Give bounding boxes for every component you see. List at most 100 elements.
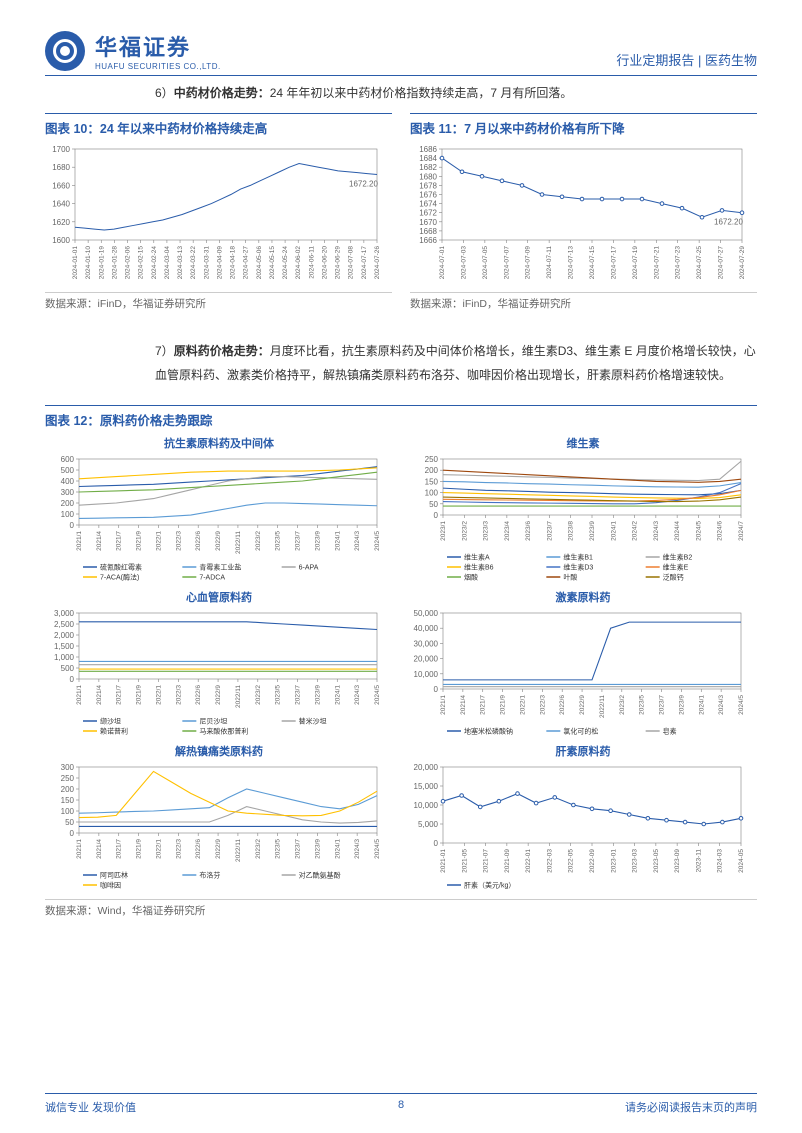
svg-text:2024-06-11: 2024-06-11 bbox=[308, 246, 315, 279]
chart10-canvas: 1600162016401660168017002024-01-012024-0… bbox=[45, 143, 392, 288]
chart12-panel-canvas: 01002003004005006002021/12021/42021/7202… bbox=[45, 453, 393, 590]
svg-text:2023/9: 2023/9 bbox=[589, 521, 596, 541]
svg-text:2024/1: 2024/1 bbox=[610, 521, 617, 541]
svg-text:0: 0 bbox=[434, 839, 439, 848]
svg-text:地塞米松磷酸钠: 地塞米松磷酸钠 bbox=[464, 727, 513, 736]
chart10-source: 数据来源：iFinD，华福证券研究所 bbox=[45, 292, 392, 311]
svg-text:2023/5: 2023/5 bbox=[275, 839, 282, 859]
svg-text:250: 250 bbox=[425, 455, 439, 464]
svg-text:50,000: 50,000 bbox=[414, 609, 439, 618]
svg-text:2023/1: 2023/1 bbox=[440, 521, 447, 541]
svg-text:1672.20: 1672.20 bbox=[714, 218, 743, 227]
svg-text:泛酸钙: 泛酸钙 bbox=[663, 573, 684, 582]
svg-text:2024/1: 2024/1 bbox=[698, 695, 705, 715]
svg-text:维生素D3: 维生素D3 bbox=[563, 563, 593, 572]
svg-text:100: 100 bbox=[425, 489, 439, 498]
svg-text:赖诺普利: 赖诺普利 bbox=[100, 727, 128, 736]
svg-text:2022/1: 2022/1 bbox=[155, 839, 162, 859]
svg-text:50: 50 bbox=[65, 818, 74, 827]
svg-text:2023/5: 2023/5 bbox=[275, 685, 282, 705]
logo-inner-icon bbox=[53, 39, 77, 63]
section7-num: 7） bbox=[155, 344, 174, 358]
svg-text:2022/1: 2022/1 bbox=[155, 531, 162, 551]
svg-text:2024-02-06: 2024-02-06 bbox=[125, 246, 132, 280]
svg-text:2024/5: 2024/5 bbox=[738, 695, 745, 715]
svg-text:2022/9: 2022/9 bbox=[215, 839, 222, 859]
svg-text:2024-07-01: 2024-07-01 bbox=[439, 246, 446, 280]
svg-text:1680: 1680 bbox=[52, 163, 70, 172]
svg-text:2023/7: 2023/7 bbox=[546, 521, 553, 541]
svg-text:2024-07-11: 2024-07-11 bbox=[546, 246, 553, 279]
svg-text:500: 500 bbox=[61, 664, 75, 673]
svg-text:2024-03-22: 2024-03-22 bbox=[190, 246, 197, 280]
svg-text:2,000: 2,000 bbox=[54, 631, 75, 640]
svg-text:阿司匹林: 阿司匹林 bbox=[100, 871, 128, 880]
svg-text:2021/1: 2021/1 bbox=[76, 531, 83, 551]
svg-text:2023/4: 2023/4 bbox=[504, 521, 511, 541]
svg-text:2023-05: 2023-05 bbox=[653, 849, 660, 873]
svg-text:2022/9: 2022/9 bbox=[215, 531, 222, 551]
svg-text:0: 0 bbox=[70, 521, 75, 530]
svg-text:2023-09: 2023-09 bbox=[674, 849, 681, 873]
svg-text:2023/5: 2023/5 bbox=[639, 695, 646, 715]
svg-text:2023/9: 2023/9 bbox=[678, 695, 685, 715]
svg-text:15,000: 15,000 bbox=[414, 782, 439, 791]
chart12-grid: 抗生素原料药及中间体01002003004005006002021/12021/… bbox=[45, 435, 757, 893]
svg-text:2021/4: 2021/4 bbox=[96, 531, 103, 551]
chart12-source: 数据来源：Wind，华福证券研究所 bbox=[45, 899, 757, 918]
svg-text:2022/3: 2022/3 bbox=[175, 685, 182, 705]
svg-text:维生素A: 维生素A bbox=[464, 553, 490, 562]
svg-text:氯化可的松: 氯化可的松 bbox=[563, 727, 598, 736]
svg-text:2024/3: 2024/3 bbox=[718, 695, 725, 715]
svg-text:2024-04-18: 2024-04-18 bbox=[230, 246, 237, 280]
svg-text:2023/9: 2023/9 bbox=[314, 531, 321, 551]
svg-text:2024-07-29: 2024-07-29 bbox=[739, 246, 746, 280]
svg-text:2024-07-13: 2024-07-13 bbox=[568, 246, 575, 280]
svg-text:肝素（美元/kg）: 肝素（美元/kg） bbox=[464, 881, 515, 890]
svg-text:2021/7: 2021/7 bbox=[116, 685, 123, 705]
section6-body: 24 年年初以来中药材价格指数持续走高，7 月有所回落。 bbox=[270, 86, 573, 100]
svg-text:维生素B1: 维生素B1 bbox=[563, 553, 593, 562]
section6-num: 6） bbox=[155, 86, 174, 100]
svg-text:10,000: 10,000 bbox=[414, 670, 439, 679]
svg-text:2024-01-10: 2024-01-10 bbox=[85, 246, 92, 280]
svg-text:0: 0 bbox=[70, 829, 75, 838]
chart12-panel-canvas: 010,00020,00030,00040,00050,0002021/1202… bbox=[409, 607, 757, 744]
svg-text:2023-11: 2023-11 bbox=[695, 849, 702, 873]
svg-text:马来酸依那普利: 马来酸依那普利 bbox=[199, 727, 248, 736]
svg-text:2024-05: 2024-05 bbox=[738, 849, 745, 873]
svg-text:2022/9: 2022/9 bbox=[215, 685, 222, 705]
svg-text:2024-01-19: 2024-01-19 bbox=[98, 246, 105, 280]
svg-text:2024-03-04: 2024-03-04 bbox=[164, 246, 171, 280]
svg-text:1674: 1674 bbox=[419, 200, 437, 209]
svg-text:2023/8: 2023/8 bbox=[568, 521, 575, 541]
svg-text:150: 150 bbox=[61, 796, 75, 805]
svg-text:1672: 1672 bbox=[419, 209, 437, 218]
svg-text:2021/7: 2021/7 bbox=[116, 531, 123, 551]
svg-text:2024/5: 2024/5 bbox=[374, 685, 381, 705]
svg-text:2022/3: 2022/3 bbox=[539, 695, 546, 715]
chart12-panel-canvas: 0501001502002502023/12023/22023/32023/42… bbox=[409, 453, 757, 590]
chart12-panel-canvas: 0501001502002503002021/12021/42021/72021… bbox=[45, 761, 393, 898]
svg-text:2024-04-27: 2024-04-27 bbox=[243, 246, 250, 280]
page-footer: 诚信专业 发现价值 8 请务必阅读报告末页的声明 bbox=[45, 1093, 757, 1115]
chart12-panel-4: 解热镇痛类原料药0501001502002503002021/12021/420… bbox=[45, 743, 393, 893]
chart12-panel-5: 肝素原料药05,00010,00015,00020,0002021-012021… bbox=[409, 743, 757, 893]
company-name-en: HUAFU SECURITIES CO.,LTD. bbox=[95, 62, 221, 71]
svg-text:2022/11: 2022/11 bbox=[235, 531, 242, 554]
chart12-panel-title: 解热镇痛类原料药 bbox=[45, 743, 393, 759]
svg-text:2024/3: 2024/3 bbox=[653, 521, 660, 541]
svg-text:2022/3: 2022/3 bbox=[175, 531, 182, 551]
svg-text:2024-02-24: 2024-02-24 bbox=[151, 246, 158, 280]
svg-text:2024/3: 2024/3 bbox=[354, 839, 361, 859]
svg-text:2023/9: 2023/9 bbox=[314, 685, 321, 705]
svg-text:1620: 1620 bbox=[52, 218, 70, 227]
svg-text:2023/7: 2023/7 bbox=[295, 531, 302, 551]
svg-text:150: 150 bbox=[425, 478, 439, 487]
svg-text:1,500: 1,500 bbox=[54, 642, 75, 651]
svg-text:2022/1: 2022/1 bbox=[519, 695, 526, 715]
svg-text:2024-07-05: 2024-07-05 bbox=[482, 246, 489, 280]
svg-text:硫氰酸红霉素: 硫氰酸红霉素 bbox=[100, 563, 142, 572]
svg-text:2022/6: 2022/6 bbox=[559, 695, 566, 715]
svg-text:2024-03: 2024-03 bbox=[717, 849, 724, 873]
